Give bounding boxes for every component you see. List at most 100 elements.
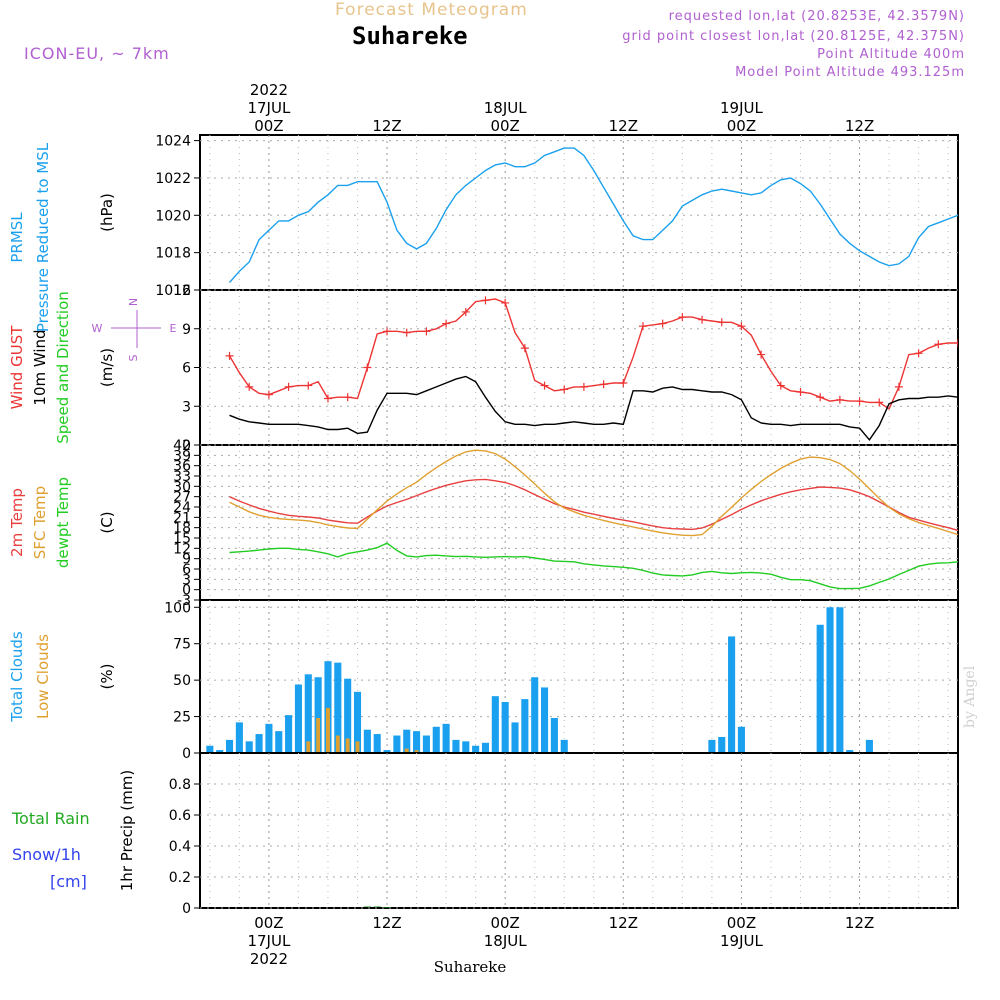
- bottom-time-label: 17JUL: [247, 932, 290, 950]
- direction-key-east: E: [170, 322, 177, 335]
- side-label: dewpt Temp: [54, 477, 72, 568]
- y-tick-label: 27: [173, 490, 191, 506]
- y-tick-label: 18: [173, 521, 191, 537]
- total-clouds-bar: [511, 722, 519, 752]
- gust-marker: [579, 382, 588, 391]
- temperature-plot-area: [229, 449, 958, 590]
- low-clouds-bar: [355, 741, 360, 752]
- y-tick-label: 39: [173, 448, 191, 464]
- pressure-panel: 1016 1018 1020 1022 1024 (hPa) PRMSL Pressure R…: [8, 134, 959, 332]
- direction-key-west: W: [92, 322, 103, 335]
- y-axis-label: (hPa): [98, 193, 116, 232]
- total-clouds-bar: [422, 735, 430, 752]
- total-clouds-bar: [432, 726, 440, 752]
- y-tick-label: 75: [173, 637, 191, 653]
- bottom-time-label: 12Z: [609, 914, 638, 932]
- y-tick-label: 50: [173, 673, 191, 689]
- y-tick-label: 1016: [155, 283, 191, 299]
- total-clouds-bar: [383, 750, 391, 752]
- bottom-time-label: 18JUL: [484, 932, 527, 950]
- side-label: Low Clouds: [34, 634, 52, 719]
- total-clouds-bar: [255, 734, 263, 752]
- chart-subtitle: Forecast Meteogram: [335, 0, 528, 20]
- 10m-wind-line: [229, 375, 958, 441]
- gust-marker: [974, 339, 982, 347]
- gust-marker: [245, 382, 254, 391]
- y-tick-label: 1020: [155, 208, 191, 224]
- y-tick-label: 3: [182, 572, 191, 588]
- model-label: ICON-EU, ~ 7km: [24, 44, 170, 63]
- gust-marker: [835, 395, 844, 404]
- total-clouds-bar: [708, 739, 716, 752]
- gust-marker: [757, 350, 766, 359]
- total-clouds-bar: [265, 723, 273, 752]
- gust-marker: [796, 388, 805, 397]
- pressure-line: [228, 147, 958, 283]
- side-label: Wind GUST: [8, 325, 26, 410]
- gust-marker: [323, 394, 332, 403]
- bottom-time-label: 00Z: [727, 914, 756, 932]
- y-tick-label: 12: [173, 283, 191, 299]
- gust-marker: [619, 379, 628, 387]
- side-label: 10m Wind: [31, 329, 49, 405]
- y-tick-label: 25: [173, 710, 191, 726]
- gust-marker: [264, 390, 273, 399]
- bottom-time-label: 19JUL: [720, 932, 763, 950]
- footer-location: Suhareke: [434, 958, 507, 976]
- total-clouds-bar: [403, 729, 411, 752]
- y-tick-label: 0.4: [169, 839, 191, 855]
- gust-marker: [304, 381, 313, 390]
- y-axis-label: (m/s): [98, 348, 116, 387]
- total-clouds-bar: [728, 636, 736, 752]
- top-time-label: 12Z: [845, 117, 874, 135]
- top-time-label: 12Z: [609, 117, 638, 135]
- top-time-label: 00Z: [490, 117, 519, 135]
- bottom-time-label: 2022: [250, 950, 288, 968]
- precipitation-plot-area: [363, 906, 391, 908]
- direction-key-south: S: [127, 354, 140, 361]
- total-rain-bar: [383, 907, 391, 908]
- gust-marker: [422, 327, 431, 336]
- gust-marker: [402, 328, 411, 337]
- side-label: SFC Temp: [31, 486, 49, 559]
- gust-marker: [855, 397, 864, 406]
- gust-marker: [461, 307, 470, 316]
- low-clouds-bar: [335, 735, 340, 752]
- wind-gust-line: [228, 298, 958, 410]
- top-time-label: 2022: [250, 81, 288, 99]
- y-tick-label: 0: [182, 583, 191, 599]
- y-axis-label: (%): [98, 664, 116, 690]
- gust-marker: [481, 296, 490, 305]
- y-tick-label: 36: [173, 459, 191, 475]
- top-time-label: 17JUL: [247, 99, 290, 117]
- gust-marker: [894, 382, 903, 391]
- clouds-plot-area: [206, 607, 873, 752]
- total-clouds-bar: [846, 750, 854, 752]
- total-clouds-bar: [344, 678, 352, 752]
- total-clouds-bar: [334, 662, 342, 752]
- gust-marker: [540, 381, 549, 390]
- top-time-label: 18JUL: [484, 99, 527, 117]
- y-tick-label: 100: [164, 600, 191, 616]
- y-tick-label: 0: [182, 438, 191, 454]
- temperature-frame: [199, 444, 959, 601]
- side-label: Total Clouds: [8, 631, 26, 723]
- bottom-time-label: 12Z: [845, 914, 874, 932]
- total-clouds-bar: [462, 741, 470, 752]
- total-clouds-bar: [521, 699, 529, 752]
- total-clouds-bar: [324, 661, 332, 752]
- y-tick-label: 0.2: [169, 870, 191, 886]
- gust-marker: [717, 318, 726, 327]
- gust-marker: [638, 322, 647, 331]
- side-label: PRMSL: [8, 212, 26, 263]
- sfc-temp-line: [229, 449, 958, 537]
- total-rain-bar: [373, 906, 381, 907]
- total-clouds-bar: [363, 729, 371, 752]
- total-clouds-bar: [442, 723, 450, 752]
- total-clouds-bar: [550, 718, 558, 752]
- y-tick-label: -3: [177, 593, 191, 609]
- total-clouds-bar: [294, 684, 302, 752]
- y-tick-label: 0: [182, 901, 191, 917]
- total-clouds-bar: [531, 677, 539, 752]
